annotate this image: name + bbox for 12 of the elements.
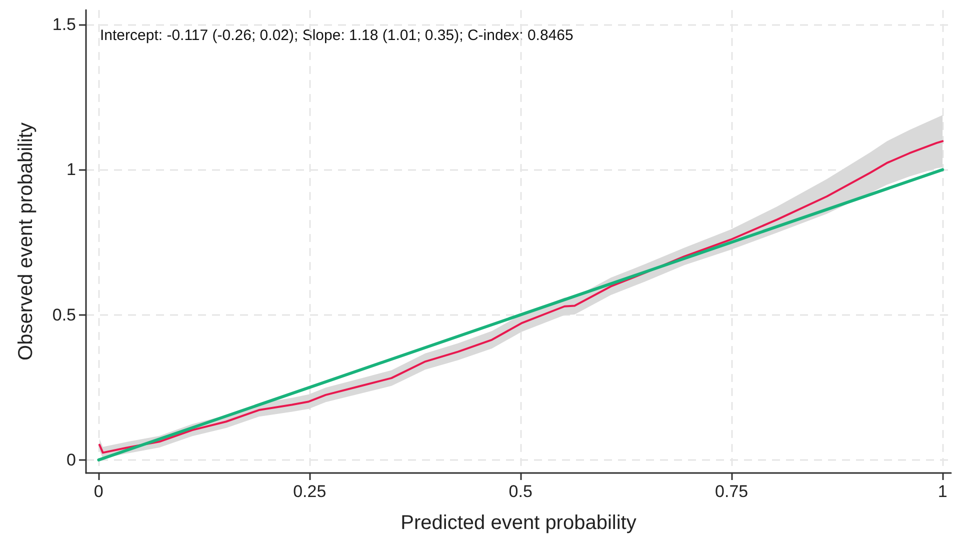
x-tick-label: 0.25: [293, 482, 326, 501]
x-axis-title: Predicted event probability: [400, 512, 636, 534]
annotation: Intercept: -0.117 (-0.26; 0.02); Slope: 1.18 (1.01; 0.35); C-index: 0.8465: [100, 27, 574, 44]
y-tick-label: 1: [66, 160, 76, 180]
x-tick-label: 1: [938, 482, 948, 501]
x-tick-label: 0: [94, 482, 104, 501]
y-tick-label: 0.5: [52, 305, 76, 324]
x-tick-label: 0.5: [508, 482, 532, 501]
y-axis-title: Observed event probability: [15, 122, 37, 360]
x-tick-label: 0.75: [715, 482, 748, 501]
y-tick-label: 1.5: [52, 15, 76, 34]
y-tick-label: 0: [66, 450, 76, 470]
